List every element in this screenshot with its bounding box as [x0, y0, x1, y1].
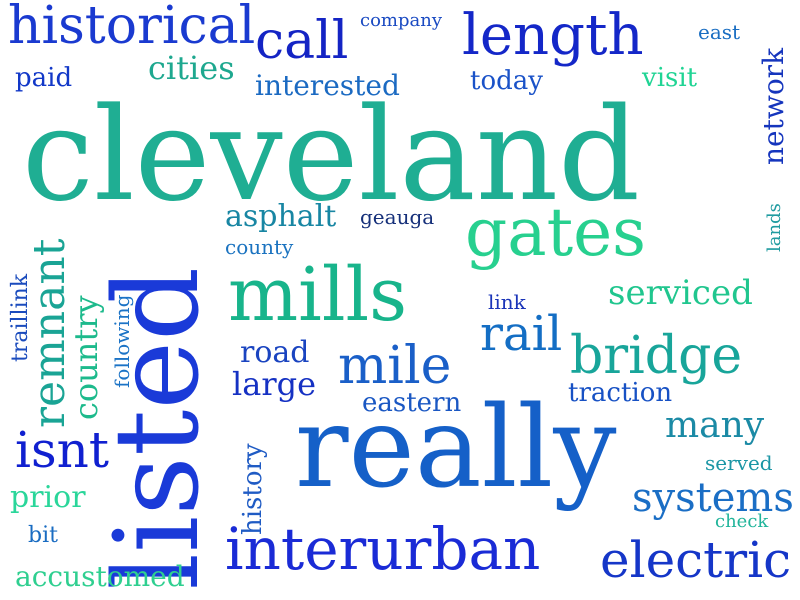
word: gates — [465, 194, 647, 271]
word: systems — [632, 475, 794, 521]
word: check — [715, 511, 769, 532]
word: mills — [228, 252, 408, 338]
word: interurban — [225, 515, 541, 583]
word: historical — [8, 0, 256, 56]
word: link — [488, 290, 526, 314]
word: following — [110, 294, 134, 388]
word: bit — [28, 523, 58, 548]
word: large — [232, 365, 317, 403]
word: length — [462, 3, 644, 68]
word: company — [360, 10, 443, 31]
word: isnt — [15, 421, 109, 479]
word: asphalt — [225, 199, 337, 234]
word: cleveland — [22, 81, 641, 230]
word: geauga — [360, 205, 435, 229]
word: history — [238, 443, 268, 535]
word: bridge — [570, 326, 743, 386]
word: traction — [568, 378, 673, 408]
word: serviced — [608, 273, 753, 313]
word: eastern — [362, 388, 462, 418]
word: county — [225, 235, 294, 259]
word: cities — [148, 49, 235, 87]
word: road — [240, 335, 310, 370]
word: really — [295, 383, 617, 513]
word: served — [705, 451, 773, 475]
word: electric — [600, 531, 792, 589]
word: mile — [338, 336, 452, 396]
word: paid — [15, 63, 73, 93]
word: many — [665, 405, 765, 446]
word: today — [470, 66, 543, 96]
word: visit — [642, 63, 698, 93]
word: accustomed — [15, 560, 185, 593]
word: rail — [480, 306, 563, 362]
word: country — [67, 295, 105, 420]
word: traillink — [8, 273, 33, 362]
word: remnant — [24, 238, 75, 428]
word: east — [698, 20, 741, 44]
word: call — [255, 11, 349, 71]
word: network — [757, 47, 790, 165]
word: lands — [764, 203, 785, 252]
word: prior — [10, 480, 86, 515]
word: interested — [255, 69, 400, 102]
